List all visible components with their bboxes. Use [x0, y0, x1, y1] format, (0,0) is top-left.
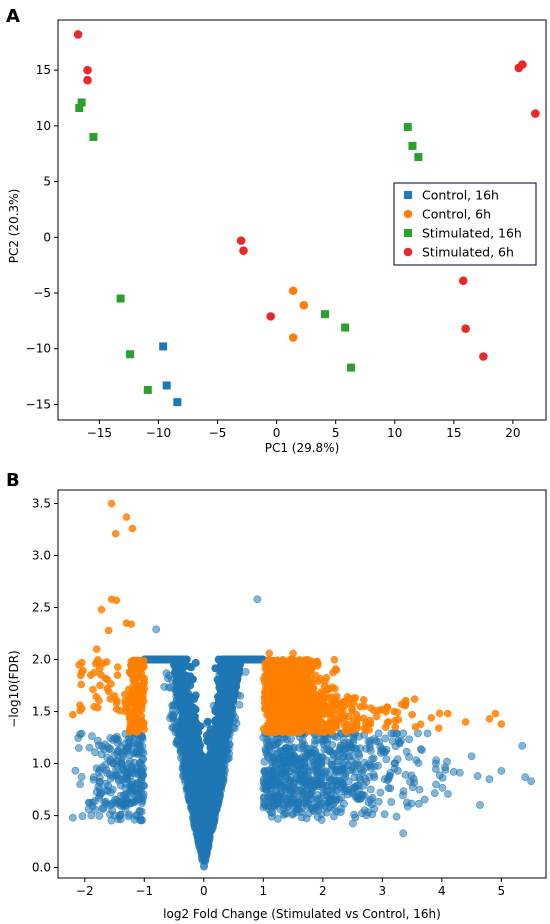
pca-y-tick-label: 0 — [43, 230, 51, 244]
pca-plot-frame — [57, 19, 547, 421]
pca-point-circle — [288, 286, 298, 296]
pca-x-tick-label: −10 — [146, 426, 171, 440]
pca-x-tick-label: 5 — [332, 426, 340, 440]
pca-point-square — [116, 294, 125, 303]
pca-point-circle — [236, 236, 246, 245]
legend-entry-label: Stimulated, 6h — [422, 245, 514, 260]
pca-point-circle — [83, 75, 92, 85]
pca-point-square — [408, 141, 417, 150]
pca-point-circle — [288, 333, 298, 342]
pca-y-tick-label: 5 — [43, 175, 51, 189]
legend-marker-square — [404, 191, 412, 199]
pca-point-square — [126, 350, 135, 359]
pca-x-tick-label: 20 — [505, 426, 520, 440]
pca-scatter-panel: −15 −10 −5 0 5 10 15 20 −15 −10 −5 0 5 10 15 — [26, 19, 547, 440]
legend-entry-label: Stimulated, 16h — [422, 226, 522, 241]
pca-point-circle — [239, 246, 248, 255]
legend-marker-circle — [403, 209, 413, 219]
pca-point-square — [89, 132, 98, 141]
pca-point-circle — [531, 109, 540, 118]
volcano-point-nonsig — [203, 717, 212, 726]
legend-entry-label: Control, 6h — [422, 207, 491, 222]
pca-x-tick-label: −15 — [87, 426, 112, 440]
pca-point-circle — [461, 324, 470, 333]
pca-x-tick-label: 15 — [446, 426, 461, 440]
legend-entry-label: Control, 16h — [422, 188, 499, 203]
pca-point-circle — [73, 30, 83, 39]
pca-point-circle — [458, 276, 468, 286]
pca-point-square — [347, 363, 356, 372]
pca-point-square — [143, 385, 152, 394]
pca-x-tick-label: 0 — [273, 426, 281, 440]
pca-y-tick-label: 10 — [36, 119, 51, 133]
pca-point-square — [403, 122, 412, 131]
pca-point-square — [173, 398, 182, 407]
pca-point-square — [414, 153, 423, 162]
pca-y-axis-label: PC2 (20.3%) — [7, 189, 21, 264]
pca-y-tick-label: 15 — [36, 63, 51, 77]
pca-point-square — [77, 98, 86, 107]
pca-point-square — [75, 104, 84, 113]
pca-x-tick-label: −5 — [209, 426, 227, 440]
pca-point-square — [162, 381, 171, 390]
pca-legend: Control, 16h Control, 6h Stimulated, 16h St… — [393, 182, 537, 266]
pca-y-tick-label: −5 — [33, 286, 51, 300]
volcano-nonsignificant-points — [68, 595, 536, 871]
pca-point-square — [341, 323, 350, 332]
pca-y-tick-label: −10 — [26, 342, 51, 356]
volcano-scatter-panel: −2 −1 0 1 2 3 4 50.00.51.01.52.02.53.03.5 — [32, 489, 547, 898]
pca-y-tick-label: −15 — [26, 397, 51, 411]
pca-point-circle — [479, 352, 488, 361]
pca-x-tick-label: 10 — [387, 426, 402, 440]
pca-x-axis-label: PC1 (29.8%) — [265, 441, 340, 455]
pca-point-circle — [266, 312, 275, 321]
pca-point-square — [321, 310, 330, 319]
legend-marker-circle — [403, 247, 413, 257]
panel-a-label: A — [6, 6, 20, 27]
legend-marker-square — [404, 229, 412, 237]
pca-point-square — [159, 342, 168, 351]
pca-point-circle — [299, 300, 309, 310]
panel-b-label: B — [6, 470, 20, 491]
pca-point-circle — [518, 60, 527, 69]
pca-legend-box — [393, 182, 537, 266]
pca-point-circle — [83, 65, 92, 75]
